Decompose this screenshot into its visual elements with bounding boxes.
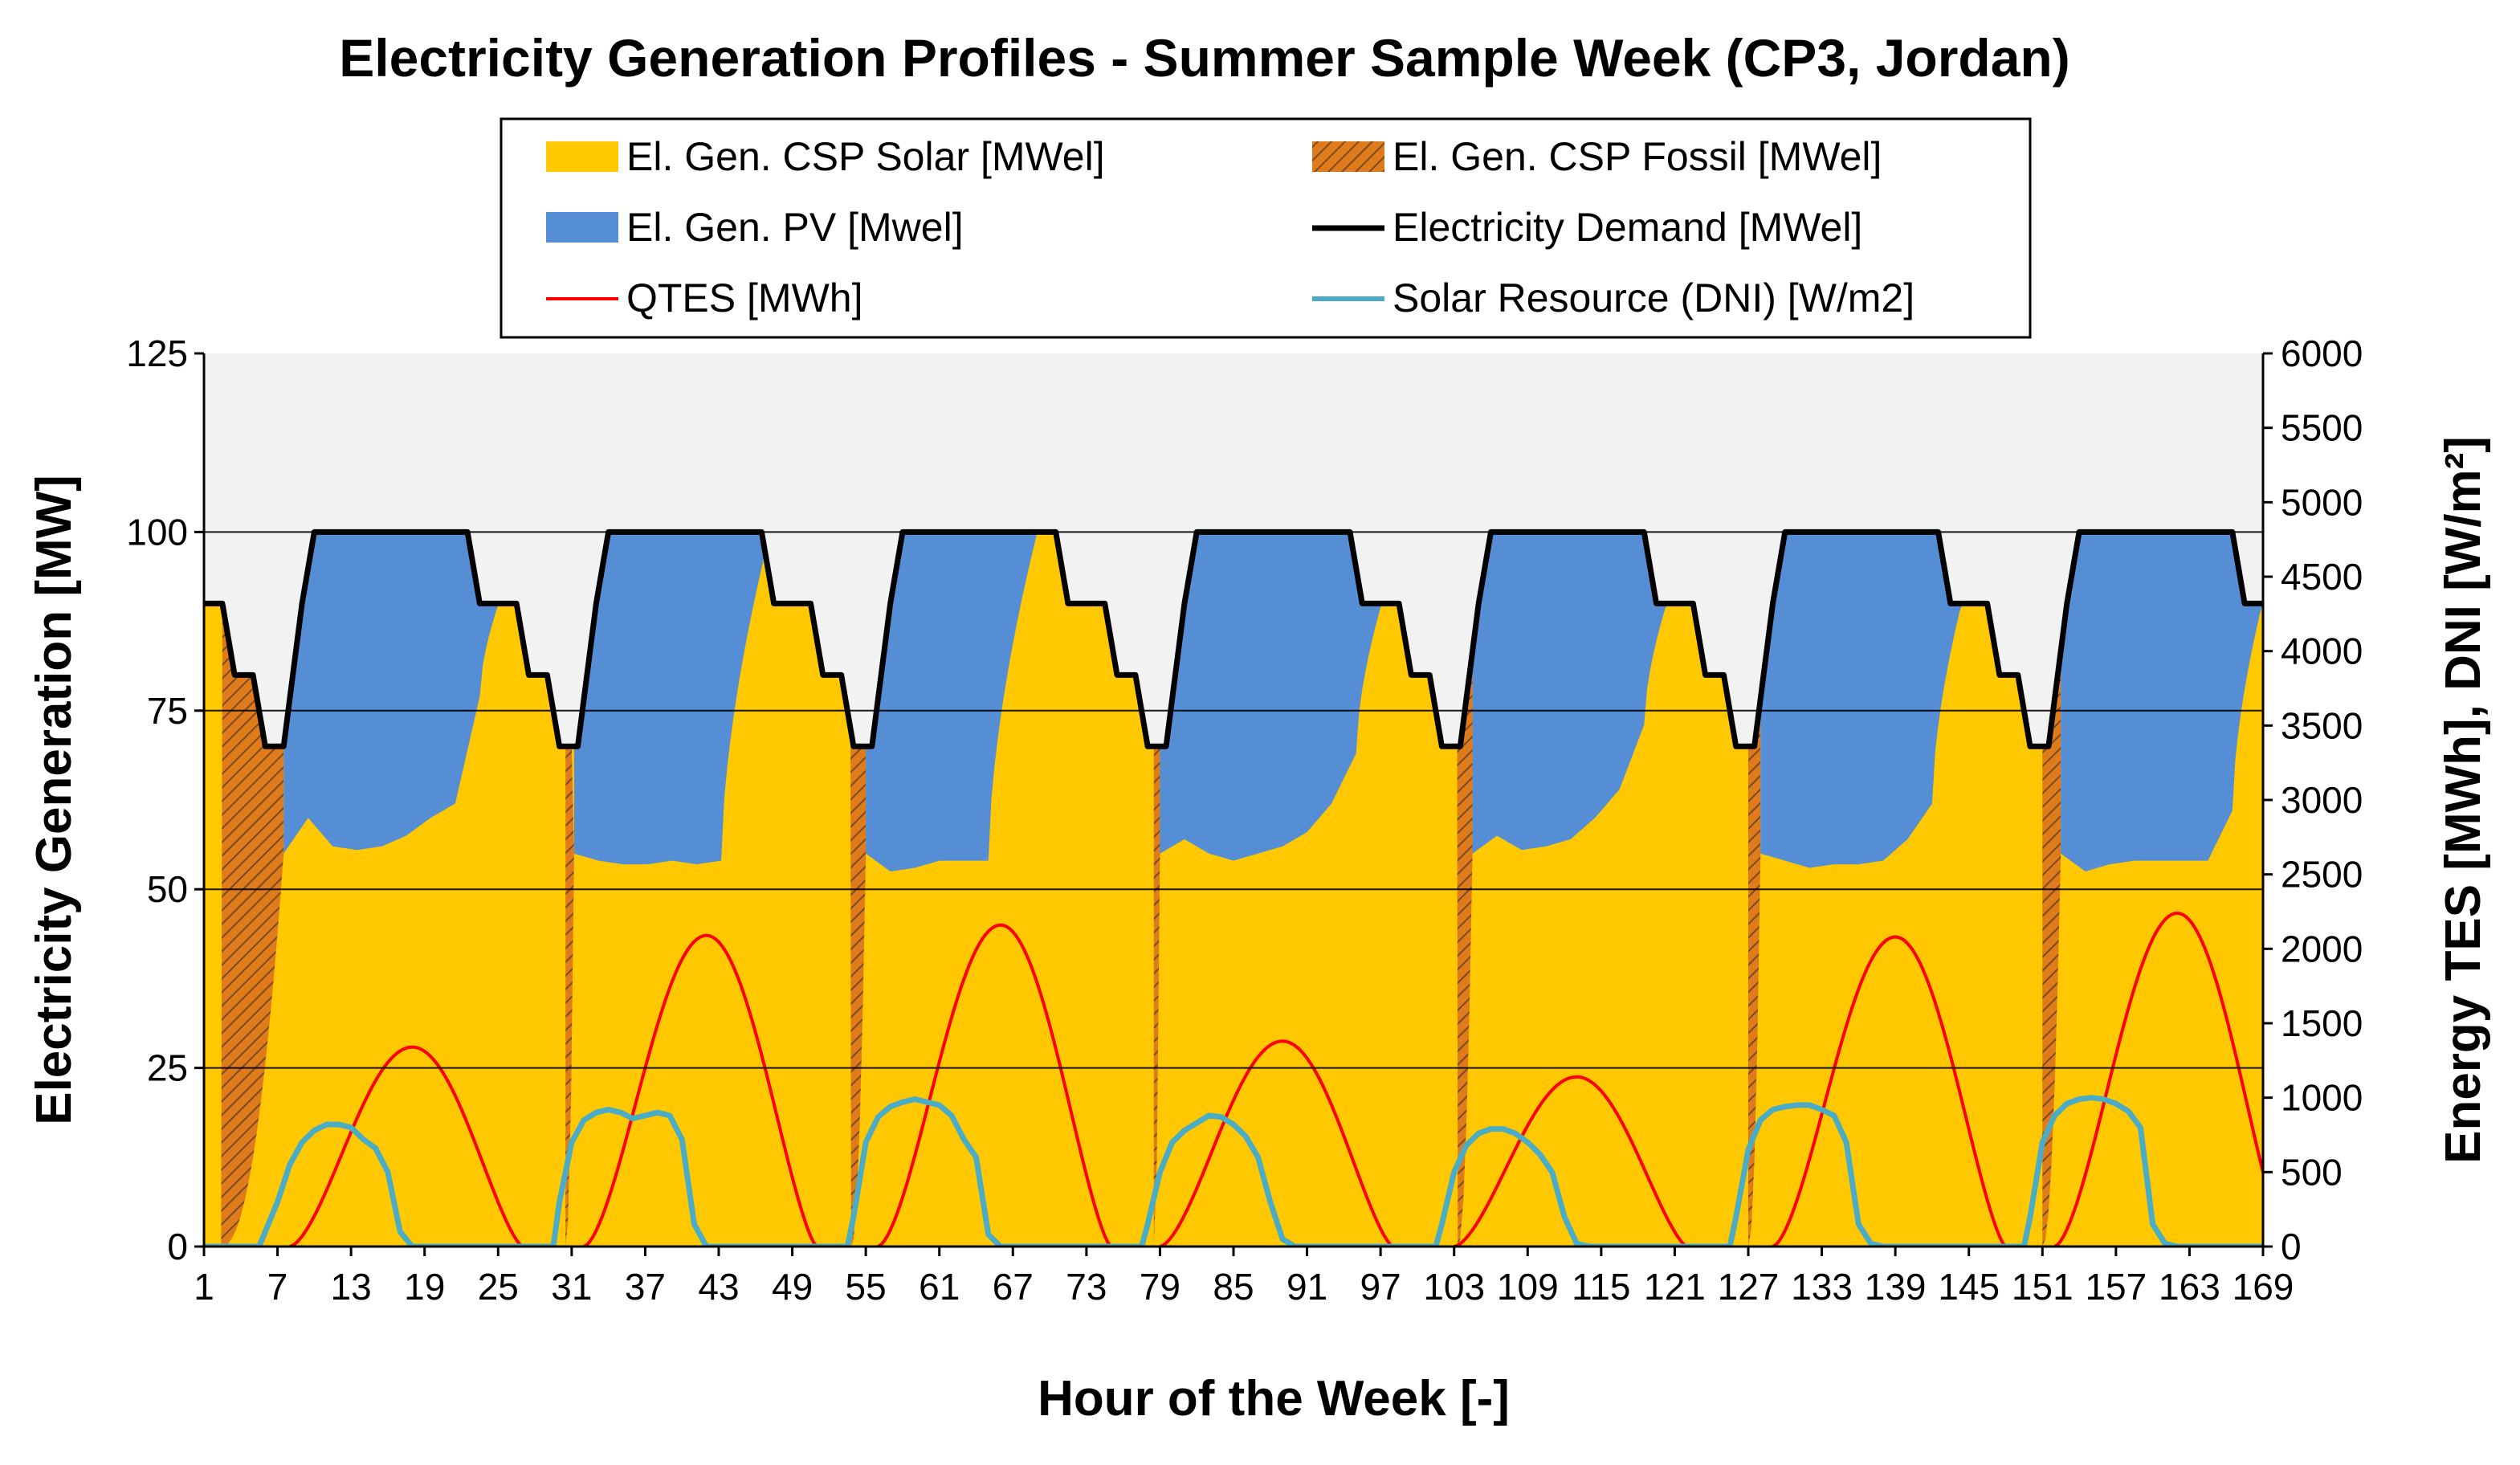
x-tick-label: 109	[1497, 1266, 1559, 1308]
y2-tick-label: 4000	[2281, 630, 2363, 672]
y-tick-label: 100	[126, 511, 188, 553]
y2-tick-label: 5500	[2281, 407, 2363, 449]
qtes-line	[1159, 1039, 1394, 1247]
x-tick-label: 121	[1644, 1266, 1706, 1308]
y2-tick-label: 3000	[2281, 779, 2363, 821]
y2-tick-label: 5000	[2281, 481, 2363, 523]
qtes-line	[2053, 911, 2263, 1247]
csp-fossil-area	[850, 728, 867, 1247]
csp-fossil-area	[2042, 651, 2061, 1247]
y2-tick-label: 0	[2281, 1226, 2302, 1267]
x-tick-label: 139	[1865, 1266, 1927, 1308]
y-tick-label: 125	[126, 333, 188, 374]
dni-line	[486, 1106, 793, 1247]
dni-line	[1074, 1112, 1381, 1247]
x-tick-label: 127	[1718, 1266, 1780, 1308]
legend-label-csp-fossil: El. Gen. CSP Fossil [MWel]	[1393, 134, 1882, 179]
x-tick-label: 13	[331, 1266, 372, 1308]
y-ticks: 0 25 50 75 100 125	[126, 333, 204, 1267]
x-tick-label: 7	[267, 1266, 288, 1308]
x-tick-label: 61	[919, 1266, 960, 1308]
legend-label-dni: Solar Resource (DNI) [W/m2]	[1393, 275, 1914, 320]
pv-area	[283, 532, 529, 854]
csp-fossil-area	[565, 746, 574, 1247]
y-axis-title: Electricity Generation [MW]	[27, 475, 82, 1125]
x-tick-label: 31	[551, 1266, 592, 1308]
y2-tick-label: 1000	[2281, 1077, 2363, 1119]
legend: El. Gen. CSP Solar [MWel] El. Gen. CSP F…	[500, 117, 2032, 339]
x-tick-label: 85	[1213, 1266, 1254, 1308]
x-tick-label: 91	[1287, 1266, 1327, 1308]
x-tick-label: 103	[1423, 1266, 1485, 1308]
y2-tick-label: 3500	[2281, 704, 2363, 746]
x-tick-label: 43	[698, 1266, 739, 1308]
gridlines	[204, 531, 2263, 1069]
legend-swatch-csp-fossil	[1312, 141, 1384, 172]
pv-area	[866, 532, 1038, 871]
pv-area	[1160, 532, 1405, 861]
y2-tick-label: 2500	[2281, 854, 2363, 896]
csp-fossil-area	[1457, 651, 1473, 1247]
legend-swatch-pv	[546, 212, 618, 243]
x-ticks: 1 7 13 19 25 31 37 43 49 55 61 67 73 79 85 91 97 103 109 11…	[194, 1247, 2294, 1308]
csp-fossil-area	[1748, 698, 1761, 1247]
x-tick-label: 97	[1360, 1266, 1401, 1308]
pv-area	[1760, 532, 1981, 868]
y2-tick-label: 6000	[2281, 333, 2363, 374]
x-tick-label: 37	[625, 1266, 666, 1308]
legend-label-pv: El. Gen. PV [Mwel]	[626, 205, 964, 250]
x-tick-label: 169	[2233, 1266, 2294, 1308]
y2-tick-label: 4500	[2281, 556, 2363, 598]
legend-box	[500, 117, 2032, 339]
legend-label-qtes: QTES [MWh]	[626, 275, 862, 320]
x-tick-label: 73	[1066, 1266, 1107, 1308]
dni-line	[1368, 1126, 1675, 1247]
pv-area	[2061, 532, 2263, 871]
x-axis-title: Hour of the Week [-]	[1038, 1371, 1510, 1426]
x-tick-label: 1	[194, 1266, 214, 1308]
x-tick-label: 19	[404, 1266, 445, 1308]
x-tick-label: 145	[1938, 1266, 2000, 1308]
qtes-line	[583, 933, 818, 1247]
y2-tick-label: 500	[2281, 1151, 2343, 1193]
qtes-line	[289, 1045, 524, 1247]
qtes-line	[1454, 1075, 1688, 1247]
legend-label-demand: Electricity Demand [MWel]	[1393, 205, 1862, 250]
csp-fossil-area	[221, 603, 284, 1247]
y2-tick-label: 2000	[2281, 928, 2363, 969]
dni-line	[1662, 1102, 1969, 1247]
x-tick-label: 115	[1572, 1266, 1630, 1308]
x-tick-label: 49	[772, 1266, 813, 1308]
y2-axis-title: Energy TES [MWh], DNI [W/m²]	[2436, 436, 2491, 1164]
x-tick-label: 25	[478, 1266, 519, 1308]
y2-ticks: 0 500 1000 1500 2000 2500 3000 3500 4000 4500 5000…	[2263, 333, 2363, 1267]
x-tick-label: 151	[2012, 1266, 2073, 1308]
chart-title: Electricity Generation Profiles - Summer…	[339, 28, 2069, 88]
y2-tick-label: 1500	[2281, 1002, 2363, 1044]
x-tick-label: 55	[846, 1266, 887, 1308]
qtes-line	[877, 923, 1112, 1247]
pv-area	[573, 532, 771, 865]
dni-line	[780, 1096, 1087, 1247]
legend-swatch-csp-solar	[546, 141, 618, 172]
y-tick-label: 0	[167, 1226, 188, 1267]
pv-area	[1472, 532, 1694, 854]
x-tick-label: 163	[2159, 1266, 2220, 1308]
csp-fossil-area	[1153, 746, 1160, 1247]
x-tick-label: 157	[2085, 1266, 2147, 1308]
dni-line	[1956, 1095, 2263, 1247]
y-tick-label: 25	[147, 1047, 188, 1089]
x-tick-label: 133	[1791, 1266, 1853, 1308]
x-tick-label: 67	[993, 1266, 1034, 1308]
legend-label-csp-solar: El. Gen. CSP Solar [MWel]	[626, 134, 1105, 179]
y-tick-label: 75	[147, 690, 188, 732]
x-tick-label: 79	[1140, 1266, 1180, 1308]
dni-line	[204, 1121, 499, 1247]
y-tick-label: 50	[147, 868, 188, 910]
qtes-line	[1772, 935, 2008, 1247]
